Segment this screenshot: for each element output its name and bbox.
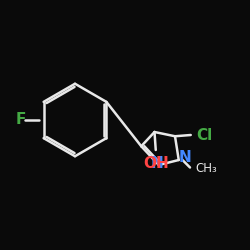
Text: CH₃: CH₃ (195, 162, 217, 175)
Text: N: N (151, 156, 164, 171)
Text: N: N (178, 150, 192, 166)
Text: OH: OH (143, 156, 169, 171)
Text: Cl: Cl (197, 128, 213, 142)
Text: F: F (16, 112, 26, 128)
